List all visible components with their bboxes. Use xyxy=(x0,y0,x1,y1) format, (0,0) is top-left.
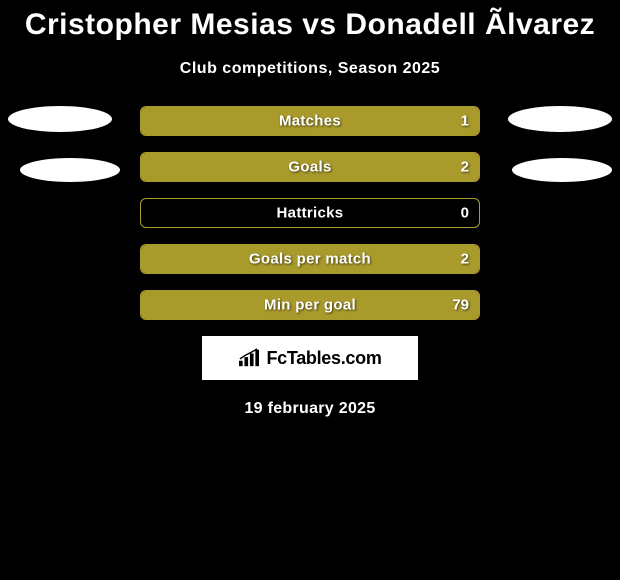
source-logo: FcTables.com xyxy=(202,336,418,380)
decorative-ellipse xyxy=(8,106,112,132)
decorative-ellipse xyxy=(512,158,612,182)
page-title: Cristopher Mesias vs Donadell Ãlvarez xyxy=(0,8,620,42)
date-label: 19 february 2025 xyxy=(0,400,620,418)
stat-label: Hattricks xyxy=(141,205,479,222)
stat-label: Goals xyxy=(141,159,479,176)
stat-row-matches: Matches 1 xyxy=(140,106,480,136)
stat-value: 2 xyxy=(461,251,469,268)
stat-value: 2 xyxy=(461,159,469,176)
stat-row-goals-per-match: Goals per match 2 xyxy=(140,244,480,274)
decorative-ellipse xyxy=(508,106,612,132)
stat-row-hattricks: Hattricks 0 xyxy=(140,198,480,228)
logo-text: FcTables.com xyxy=(266,348,381,369)
stat-label: Goals per match xyxy=(141,251,479,268)
stat-row-min-per-goal: Min per goal 79 xyxy=(140,290,480,320)
bar-chart-icon xyxy=(238,348,260,368)
stat-row-goals: Goals 2 xyxy=(140,152,480,182)
subtitle: Club competitions, Season 2025 xyxy=(0,60,620,78)
stat-value: 1 xyxy=(461,113,469,130)
stat-value: 79 xyxy=(452,297,469,314)
stat-label: Matches xyxy=(141,113,479,130)
comparison-card: Cristopher Mesias vs Donadell Ãlvarez Cl… xyxy=(0,0,620,418)
stat-rows: Matches 1 Goals 2 Hattricks 0 Goals per … xyxy=(140,106,480,320)
stat-label: Min per goal xyxy=(141,297,479,314)
stat-value: 0 xyxy=(461,205,469,222)
decorative-ellipse xyxy=(20,158,120,182)
stats-area: Matches 1 Goals 2 Hattricks 0 Goals per … xyxy=(0,106,620,320)
